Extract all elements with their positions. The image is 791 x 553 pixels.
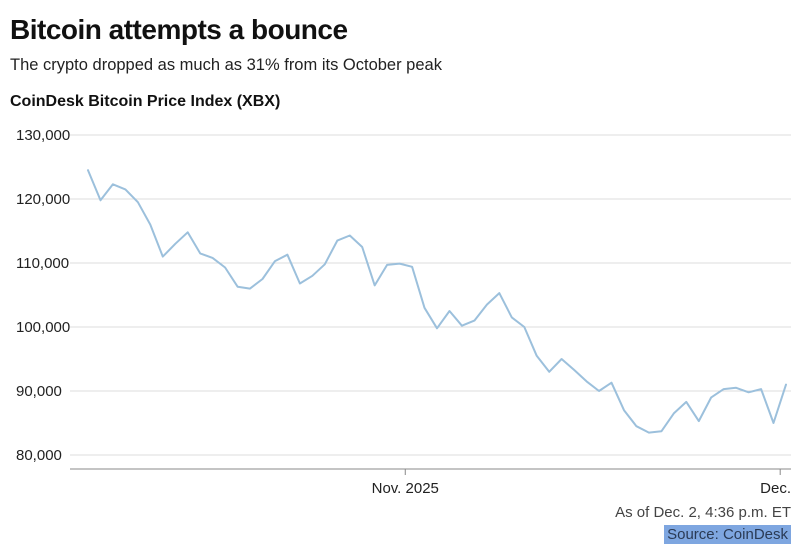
- price-chart-svg: 80,000 90,000 100,000 110,000 120,000 130,000…: [16, 127, 791, 497]
- price-line: [87, 169, 787, 434]
- page-title: Bitcoin attempts a bounce: [10, 14, 348, 45]
- chart-index-label: CoinDesk Bitcoin Price Index (XBX): [10, 93, 281, 110]
- as-of-timestamp: As of Dec. 2, 4:36 p.m. ET: [615, 504, 791, 521]
- page-subtitle: The crypto dropped as much as 31% from i…: [10, 56, 442, 74]
- x-axis-label: Dec.: [760, 480, 791, 497]
- source-attribution: Source: CoinDesk: [664, 525, 791, 544]
- chart-footer: As of Dec. 2, 4:36 p.m. ET Source: CoinD…: [8, 504, 791, 544]
- y-axis-label: 130,000: [16, 127, 70, 144]
- y-axis-label: 80,000: [16, 447, 62, 464]
- y-axis-label: 100,000: [16, 319, 70, 336]
- y-axis-label: 90,000: [16, 383, 62, 400]
- y-axis-label: 110,000: [16, 255, 69, 272]
- y-axis-label: 120,000: [16, 191, 70, 208]
- x-axis-label: Nov. 2025: [372, 480, 439, 497]
